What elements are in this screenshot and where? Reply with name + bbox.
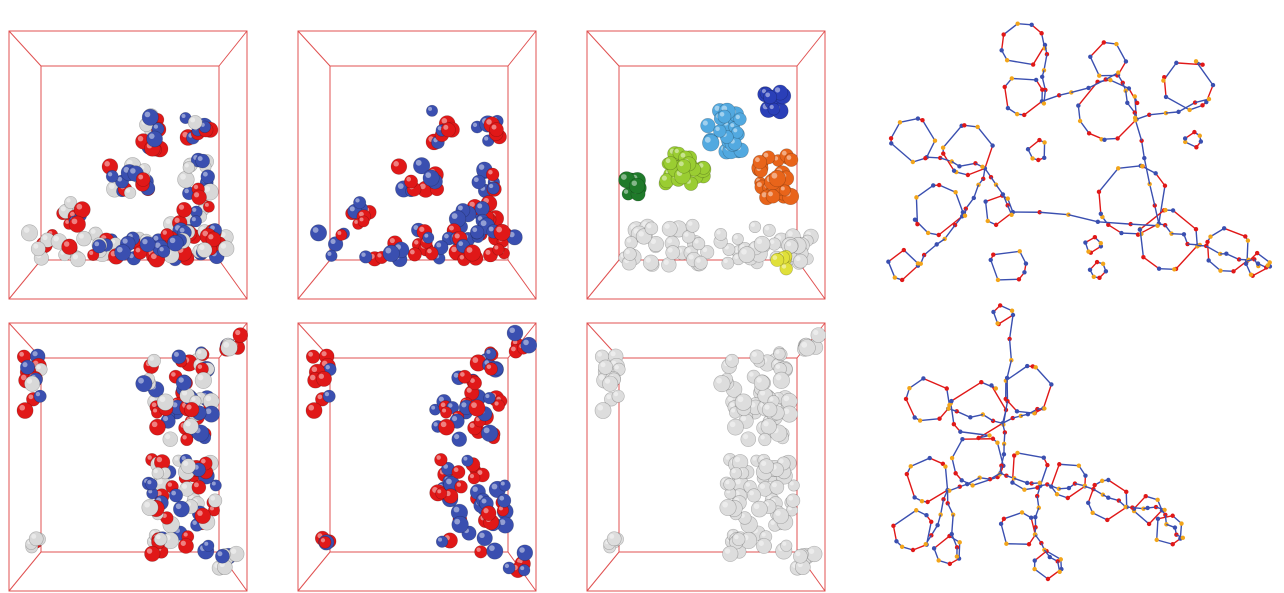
network-graph (886, 21, 1273, 283)
molecule-cluster (309, 104, 523, 268)
molecule-cluster (20, 108, 235, 268)
network-graph (891, 303, 1186, 582)
box-top-1 (8, 30, 248, 300)
box-top-3 (586, 30, 826, 300)
molecule-cluster (305, 324, 537, 579)
network-top (868, 0, 1284, 305)
molecule-cluster (16, 327, 248, 576)
box-bottom-1 (8, 322, 248, 592)
molecule-cluster (618, 84, 819, 276)
box-bottom-2 (297, 322, 537, 592)
box-top-2 (297, 30, 537, 300)
simulation-box-outline (297, 322, 537, 592)
box-bottom-3 (586, 322, 826, 592)
simulation-box-outline (297, 30, 537, 300)
molecule-cluster (594, 327, 826, 576)
network-bottom (868, 300, 1284, 593)
